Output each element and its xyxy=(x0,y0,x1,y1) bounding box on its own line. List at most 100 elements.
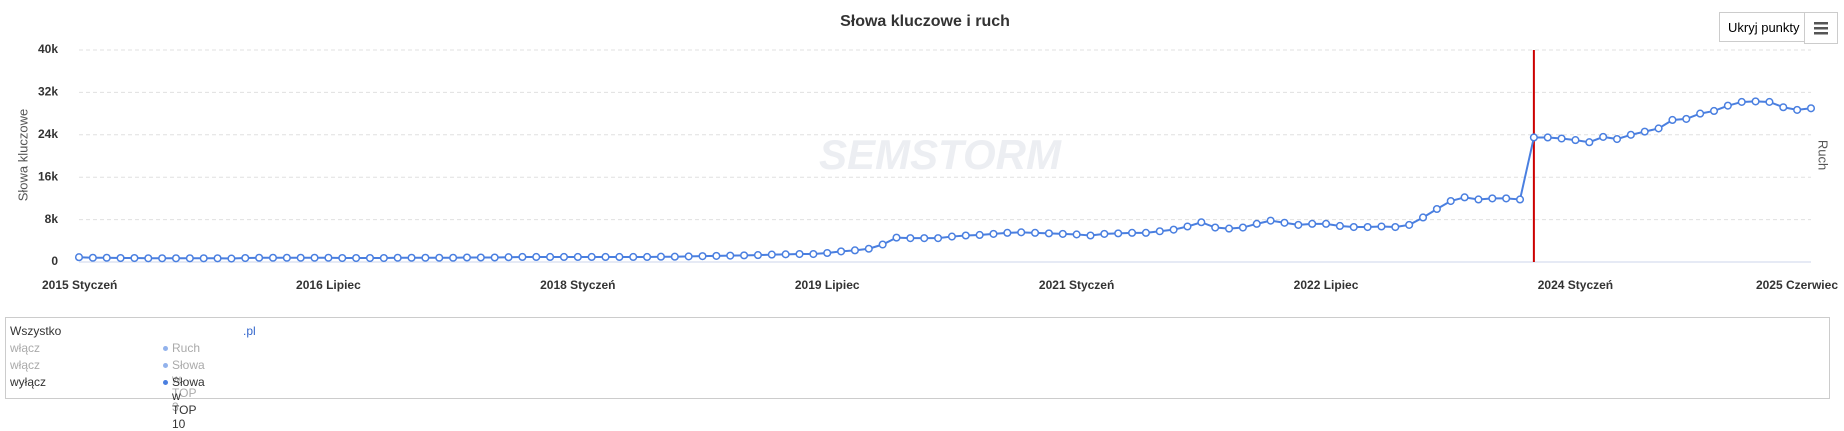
data-point xyxy=(158,254,167,263)
data-point xyxy=(144,254,153,263)
data-point xyxy=(1100,229,1109,238)
data-point xyxy=(1696,109,1705,118)
y-tick-label: 0 xyxy=(51,254,58,268)
data-point xyxy=(629,252,638,262)
menu-icon xyxy=(1814,22,1828,35)
data-point xyxy=(1654,124,1663,133)
data-point xyxy=(1044,229,1053,238)
x-tick-label: 2019 Lipiec xyxy=(795,278,860,292)
data-point xyxy=(975,230,984,240)
legend: Wszystko .pl włącz Ruch włącz Słowa w TOP 3… xyxy=(5,317,1830,431)
watermark: SEMSTORM xyxy=(819,131,1062,178)
chart-title: Słowa kluczowe i ruch xyxy=(840,13,1010,30)
page: Słowa kluczowe i ruch SEMSTORM Słowa klu… xyxy=(5,12,1839,431)
data-point xyxy=(1640,127,1649,136)
data-point xyxy=(88,253,97,262)
data-point xyxy=(130,253,139,263)
data-point xyxy=(684,252,693,261)
data-point xyxy=(809,250,818,259)
legend-dot xyxy=(163,380,168,385)
data-point xyxy=(850,246,859,255)
data-point xyxy=(1155,227,1164,236)
data-point xyxy=(255,253,264,262)
legend-toggle[interactable]: włącz xyxy=(10,341,41,355)
legend-dot xyxy=(163,363,168,368)
data-point xyxy=(1502,194,1511,203)
data-point xyxy=(1308,219,1317,228)
data-point xyxy=(435,253,444,262)
data-point xyxy=(1432,204,1441,214)
data-point xyxy=(864,244,873,253)
data-point xyxy=(171,254,181,263)
data-point xyxy=(1169,225,1178,234)
data-point xyxy=(227,254,236,263)
data-point xyxy=(559,252,569,262)
chart: Słowa kluczowe i ruch SEMSTORM Słowa klu… xyxy=(15,13,1838,292)
data-point xyxy=(365,253,375,263)
data-point xyxy=(1197,218,1206,227)
data-point xyxy=(1571,136,1580,145)
data-point xyxy=(1363,222,1372,232)
y-tick-label: 16k xyxy=(38,169,58,183)
data-point xyxy=(1238,223,1247,232)
data-point xyxy=(1793,105,1802,114)
data-point xyxy=(1321,219,1331,228)
y-tick-label: 24k xyxy=(38,127,58,141)
data-point xyxy=(1737,97,1746,106)
data-point xyxy=(878,240,887,249)
y-axis-title: Słowa kluczowe xyxy=(15,109,30,202)
data-point xyxy=(1446,197,1455,206)
legend-all-label: Wszystko xyxy=(10,324,62,338)
data-point xyxy=(1280,218,1289,227)
data-point xyxy=(781,250,790,259)
menu-button[interactable] xyxy=(1804,12,1838,44)
data-point xyxy=(490,253,499,262)
data-point xyxy=(213,254,222,263)
data-point xyxy=(1626,130,1635,139)
data-point xyxy=(740,251,749,260)
data-point xyxy=(1585,138,1594,147)
data-point xyxy=(601,252,610,262)
data-point xyxy=(1723,101,1732,110)
legend-series-name: Słowa w TOP 10 xyxy=(172,375,205,431)
data-point xyxy=(1058,229,1067,238)
data-point xyxy=(546,252,555,262)
data-point xyxy=(1599,132,1608,141)
data-point xyxy=(1488,194,1497,203)
data-point xyxy=(518,252,527,262)
legend-toggle[interactable]: włącz xyxy=(10,358,41,372)
x-tick-label: 2025 Czerwiec xyxy=(1756,278,1838,292)
data-point xyxy=(1557,134,1566,143)
data-point xyxy=(712,251,721,260)
data-point xyxy=(1211,223,1220,232)
data-point xyxy=(670,252,679,261)
hide-points-button[interactable]: Ukryj punkty xyxy=(1719,12,1809,42)
data-point xyxy=(310,253,319,262)
data-point xyxy=(920,234,929,243)
data-point xyxy=(1543,133,1552,142)
data-point xyxy=(1709,106,1719,115)
data-point xyxy=(1114,229,1123,238)
data-point xyxy=(1405,220,1414,229)
legend-toggle[interactable]: wyłącz xyxy=(10,375,47,389)
legend-domain[interactable]: .pl xyxy=(243,324,256,338)
y-tick-label: 40k xyxy=(38,42,58,56)
data-point xyxy=(393,253,402,262)
data-point xyxy=(795,250,804,259)
x-tick-label: 2024 Styczeń xyxy=(1538,278,1613,292)
x-tick-label: 2016 Lipiec xyxy=(296,278,361,292)
data-point xyxy=(643,252,652,262)
data-point xyxy=(1806,104,1816,113)
data-point xyxy=(753,251,762,260)
data-point xyxy=(352,253,361,263)
legend-series-name: Słowa w TOP 3 xyxy=(172,358,205,414)
data-point xyxy=(656,252,666,261)
data-point xyxy=(961,231,970,240)
data-point xyxy=(185,254,194,263)
x-tick-label: 2022 Lipiec xyxy=(1294,278,1359,292)
data-point xyxy=(1224,224,1234,233)
data-point xyxy=(338,253,347,263)
data-point xyxy=(1418,213,1428,222)
data-point xyxy=(1612,134,1622,144)
data-point xyxy=(282,253,291,262)
